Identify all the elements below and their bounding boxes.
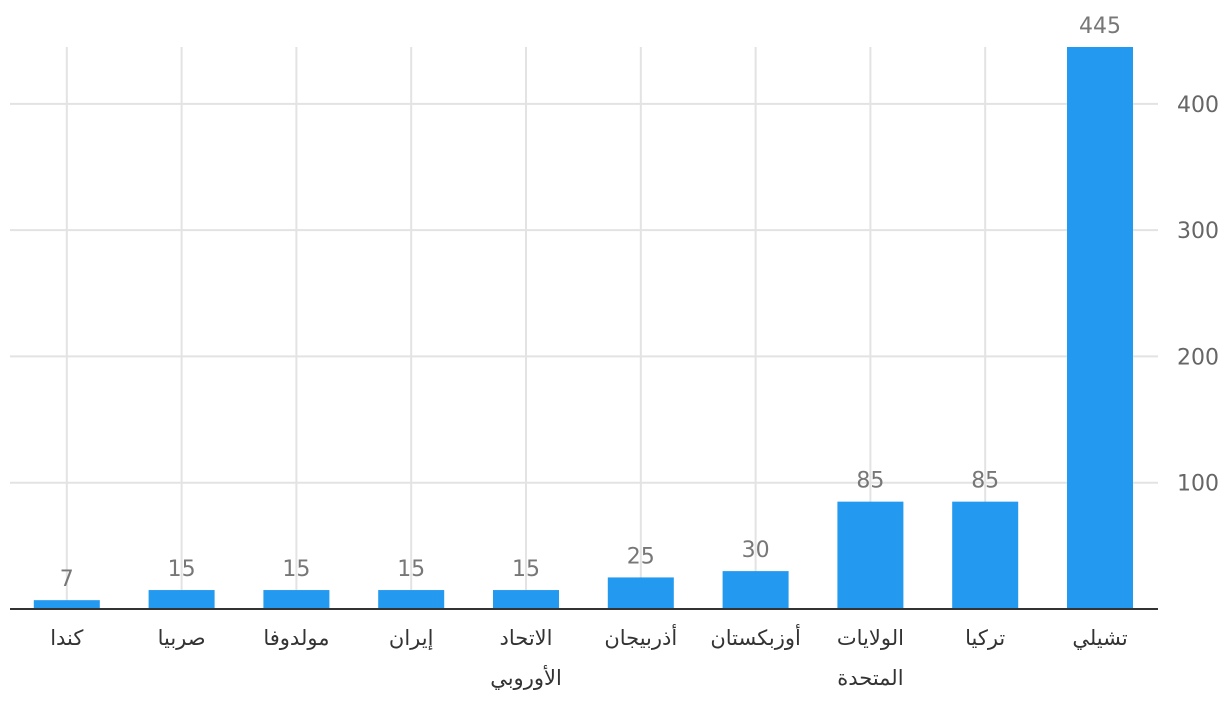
y-tick-label: 200 — [1177, 345, 1219, 370]
x-tick-label: الولايات المتحدة — [837, 626, 904, 690]
x-tick-label-line: كندا — [50, 626, 83, 650]
bar — [33, 600, 100, 609]
x-tick-label-line: أذربيجان — [604, 624, 677, 650]
bar — [952, 501, 1019, 609]
bar-value-label: 85 — [856, 469, 884, 494]
x-axis-ticks: تشيلي تركيا الولايات المتحدة أوزبكستان أذربيج… — [50, 624, 1128, 690]
bar-value-label: 15 — [397, 557, 425, 582]
x-tick-label: تركيا — [965, 626, 1005, 650]
bar — [1067, 47, 1133, 609]
bar-value-label: 15 — [282, 557, 310, 582]
x-tick-label-line: تشيلي — [1072, 626, 1128, 650]
bar-value-label: 85 — [971, 469, 999, 494]
x-tick-label: مولدوفا — [263, 626, 329, 650]
bar-value-label: 445 — [1079, 14, 1121, 39]
x-tick-label-line: صربيا — [158, 626, 206, 650]
bar — [263, 590, 330, 609]
x-tick-label: أوزبكستان — [710, 624, 800, 650]
gridlines — [10, 47, 1158, 609]
value-labels: 445 85 85 30 25 15 15 15 15 7 — [60, 14, 1121, 592]
x-tick-label-line: أوزبكستان — [710, 624, 800, 650]
bar-value-label: 30 — [742, 538, 770, 563]
x-tick-label-line: الأوروبي — [490, 665, 562, 690]
bar — [607, 577, 674, 609]
y-tick-label: 100 — [1177, 472, 1219, 497]
x-tick-label-line: إيران — [389, 626, 434, 651]
x-tick-label: إيران — [389, 626, 434, 651]
x-tick-label-line: الولايات — [837, 626, 904, 650]
x-tick-label-line: تركيا — [965, 626, 1005, 650]
bar-value-label: 15 — [512, 557, 540, 582]
x-tick-label: الاتحاد الأوروبي — [490, 626, 562, 690]
y-axis-ticks: 100 200 300 400 — [1177, 93, 1219, 497]
bar-value-label: 15 — [168, 557, 196, 582]
bar — [148, 590, 215, 609]
bar — [378, 590, 445, 609]
x-tick-label: تشيلي — [1072, 626, 1128, 650]
bar — [722, 571, 789, 609]
x-tick-label-line: المتحدة — [837, 666, 903, 690]
x-tick-label: صربيا — [158, 626, 206, 650]
x-tick-label: أذربيجان — [604, 624, 677, 650]
bar — [493, 590, 559, 609]
x-tick-label-line: الاتحاد — [500, 626, 553, 650]
bar — [837, 501, 904, 609]
bar-value-label: 25 — [627, 544, 655, 569]
x-tick-label: كندا — [50, 626, 83, 650]
y-tick-label: 400 — [1177, 93, 1219, 118]
x-tick-label-line: مولدوفا — [263, 626, 329, 650]
bars — [33, 47, 1133, 609]
bar-value-label: 7 — [60, 567, 74, 592]
y-tick-label: 300 — [1177, 219, 1219, 244]
